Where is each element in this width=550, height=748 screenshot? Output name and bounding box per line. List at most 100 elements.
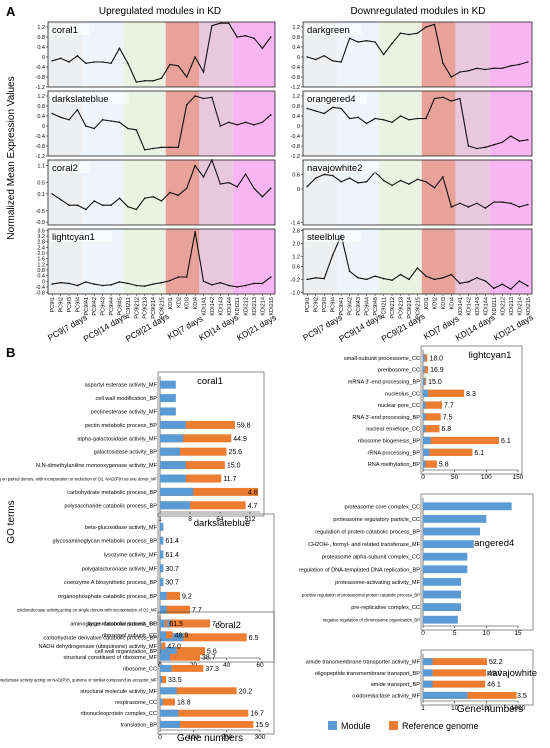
data-point xyxy=(408,33,410,36)
data-point xyxy=(314,177,317,179)
module-bar xyxy=(160,720,180,728)
x-tick-label: PC9I41 xyxy=(339,297,345,316)
data-point xyxy=(442,276,444,279)
data-point xyxy=(374,117,376,120)
data-point xyxy=(442,176,444,178)
data-point xyxy=(433,186,436,189)
data-point xyxy=(253,187,255,190)
y-tick-label: -0.2 xyxy=(291,277,300,283)
module-bar xyxy=(423,577,461,586)
data-point xyxy=(185,76,188,78)
x-tick-label: KDI215 xyxy=(526,297,532,316)
category-label: lysozyme activity_MF xyxy=(104,553,158,559)
data-point xyxy=(365,39,368,42)
data-point xyxy=(59,57,62,60)
x-tick-label: PC9I41 xyxy=(84,297,90,316)
data-point xyxy=(76,108,79,111)
reference-bar xyxy=(160,664,204,672)
data-point xyxy=(416,32,419,35)
chart-title: Upregulated modules in KD xyxy=(99,6,221,17)
x-tick-label: KDI1 xyxy=(424,297,430,309)
category-label: N,N-dimethylaniline monooxygenase activi… xyxy=(36,463,158,469)
y-tick-label: 0 xyxy=(297,124,300,130)
data-point xyxy=(227,181,230,184)
data-point xyxy=(227,121,230,124)
category-label: organophosphate catabolic process_BP xyxy=(58,594,157,600)
data-point xyxy=(467,281,470,283)
enrichment-label: 16.7 xyxy=(250,711,264,718)
data-point xyxy=(306,278,309,281)
category-label: mRNA 3'-end processing_BP xyxy=(348,380,421,386)
category-label: ribosome_CC xyxy=(123,666,157,672)
x-tick-label: KDI212 xyxy=(244,297,250,316)
data-point xyxy=(493,287,495,290)
module-bar xyxy=(423,603,461,612)
data-point xyxy=(408,183,410,185)
group-band xyxy=(455,229,490,294)
data-point xyxy=(261,282,264,285)
category-label: pre-replicative complex_CC xyxy=(351,605,420,611)
data-point xyxy=(493,67,495,70)
reference-bar xyxy=(160,461,225,470)
reference-bar xyxy=(423,691,517,699)
category-label: rRNA processing_BP xyxy=(367,450,420,456)
y-tick-label: 3.6 xyxy=(37,228,45,234)
y-tick-label: 0.6 xyxy=(292,264,300,270)
y-tick-label: 0.8 xyxy=(37,104,45,110)
x-tick-label: PC9I3 xyxy=(67,297,73,313)
data-point xyxy=(236,186,238,188)
data-point xyxy=(269,113,272,116)
group-band xyxy=(123,91,166,156)
data-point xyxy=(160,146,163,149)
module-bar xyxy=(160,550,164,559)
x-tick-label: PC9I214 xyxy=(407,297,413,319)
module-bar xyxy=(160,698,163,706)
x-tick-label: PC9I3 xyxy=(322,297,328,313)
x-tick-label: PC9I214 xyxy=(151,297,157,319)
data-point xyxy=(501,283,504,286)
module-label-bg xyxy=(305,24,362,35)
y-tick-label: 1.6 xyxy=(37,257,45,263)
x-tick-label: KDI141 xyxy=(202,297,208,316)
enrichment-label: 47.0 xyxy=(167,644,181,651)
enrichment-label: 44.9 xyxy=(233,436,247,443)
data-point xyxy=(51,193,54,195)
module-bar xyxy=(423,366,425,374)
reference-bar xyxy=(160,605,190,614)
group-band xyxy=(232,229,275,294)
data-point xyxy=(408,278,410,281)
data-point xyxy=(416,178,419,181)
x-tick-label: 8 xyxy=(188,516,192,523)
module-bar xyxy=(160,501,190,510)
panel-b-xlabel-right: Gene numbers xyxy=(457,704,523,715)
data-point xyxy=(194,231,196,233)
x-tick-label: KDI142 xyxy=(210,297,216,316)
data-point xyxy=(399,273,402,276)
enrichment-label: 6.8 xyxy=(441,426,451,433)
panel-frame xyxy=(420,649,534,706)
category-label: oxidoreductase activity_MF xyxy=(352,693,420,699)
x-tick-label: 0 xyxy=(421,474,425,481)
y-tick-label: 1.2 xyxy=(292,255,300,261)
data-point xyxy=(526,285,529,287)
reference-bar xyxy=(160,474,222,483)
module-bar xyxy=(160,578,164,587)
enrichment-label: 11.7 xyxy=(223,476,236,483)
bar-chart-navajowhite: navajowhite 1 10 100 1000 amide transmembrane… xyxy=(306,649,537,712)
panel-frame xyxy=(420,345,523,475)
data-point xyxy=(219,22,222,25)
reference-bar xyxy=(423,436,499,445)
y-tick-label: 1.1 xyxy=(37,164,45,170)
data-point xyxy=(476,67,478,70)
data-point xyxy=(160,281,163,284)
module-bar xyxy=(160,461,186,470)
reference-bar xyxy=(160,447,227,456)
group-band xyxy=(421,22,456,87)
module-bar xyxy=(423,436,431,445)
y-tick-label: -1.4 xyxy=(291,221,300,227)
category-label: proteasome-activating activity_MF xyxy=(335,580,420,586)
data-point xyxy=(152,283,154,285)
y-tick-label: 0.4 xyxy=(292,45,300,51)
data-point xyxy=(202,71,205,73)
data-point xyxy=(357,116,359,119)
